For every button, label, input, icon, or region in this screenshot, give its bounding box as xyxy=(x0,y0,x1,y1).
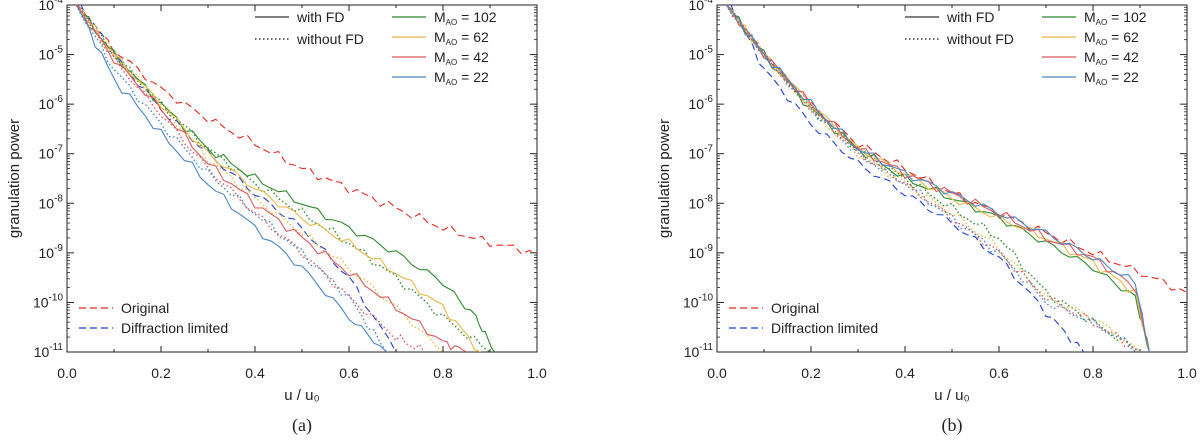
series-line-m-ao-42 xyxy=(725,5,1150,352)
panel-caption: (b) xyxy=(942,415,963,436)
y-tick-label: 10-10 xyxy=(33,292,63,310)
series-line-m-ao-102 xyxy=(75,5,496,352)
y-tick-label: 10-8 xyxy=(39,193,64,211)
y-tick-label: 10-8 xyxy=(689,193,714,211)
x-tick-label: 0.8 xyxy=(433,365,453,381)
legend-label-mao: MAO = 102 xyxy=(434,9,497,27)
y-tick-label: 10-10 xyxy=(683,292,713,310)
legend-label-diffraction: Diffraction limited xyxy=(121,320,228,336)
x-tick-label: 0.2 xyxy=(151,365,171,381)
x-axis-label: u / u₀ xyxy=(284,387,319,404)
series-line-original xyxy=(726,5,1187,293)
x-tick-label: 0.8 xyxy=(1083,365,1103,381)
x-tick-label: 0.0 xyxy=(707,365,727,381)
x-tick-label: 0.4 xyxy=(245,365,265,381)
y-tick-label: 10-7 xyxy=(689,144,714,162)
legend-label-mao: MAO = 42 xyxy=(434,49,489,67)
legend-label-without-fd: without FD xyxy=(296,31,364,47)
y-tick-label: 10-7 xyxy=(39,144,64,162)
y-tick-label: 10-5 xyxy=(689,45,714,63)
y-tick-label: 10-11 xyxy=(34,342,64,360)
series-line-m-ao-22-without-fd xyxy=(75,5,388,352)
series-line-m-ao-42 xyxy=(75,5,467,352)
series-line-m-ao-102-without-fd xyxy=(75,5,491,352)
series-line-diffraction-limited xyxy=(730,5,1085,352)
x-tick-label: 0.6 xyxy=(989,365,1009,381)
series-line-m-ao-22 xyxy=(75,5,387,352)
series-group xyxy=(725,5,1187,352)
legend-label-with-fd: with FD xyxy=(296,9,344,25)
legend-label-original: Original xyxy=(121,300,169,316)
y-tick-label: 10-4 xyxy=(39,0,64,13)
x-axis-label: u / u₀ xyxy=(934,387,969,404)
x-tick-label: 0.4 xyxy=(895,365,915,381)
series-group xyxy=(75,5,537,352)
legend-label-original: Original xyxy=(771,300,819,316)
y-tick-label: 10-4 xyxy=(689,0,714,13)
legend-label-with-fd: with FD xyxy=(946,9,994,25)
y-tick-label: 10-5 xyxy=(39,45,64,63)
legend-label-mao: MAO = 62 xyxy=(1084,29,1139,47)
series-line-m-ao-42-without-fd xyxy=(75,5,425,352)
series-line-diffraction-limited xyxy=(80,5,397,352)
y-tick-label: 10-9 xyxy=(689,243,714,261)
legend-label-mao: MAO = 22 xyxy=(434,69,489,87)
legend-label-mao: MAO = 62 xyxy=(434,29,489,47)
panel-caption: (a) xyxy=(292,415,312,436)
legend-label-diffraction: Diffraction limited xyxy=(771,320,878,336)
legend-label-mao: MAO = 22 xyxy=(1084,69,1139,87)
x-tick-label: 0.6 xyxy=(339,365,359,381)
legend-label-mao: MAO = 102 xyxy=(1084,9,1147,27)
series-line-m-ao-22 xyxy=(725,5,1150,352)
series-line-m-ao-62 xyxy=(75,5,481,352)
y-axis-label: granulation power xyxy=(656,119,673,238)
x-tick-label: 0.2 xyxy=(801,365,821,381)
y-tick-label: 10-6 xyxy=(689,94,714,112)
series-line-m-ao-42-without-fd xyxy=(725,5,1141,352)
series-line-m-ao-62 xyxy=(725,5,1150,352)
y-axis-label: granulation power xyxy=(6,119,23,238)
y-tick-label: 10-6 xyxy=(39,94,64,112)
chart-panel-a: 0.0 0.2 0.4 0.6 0.8 1.0 10-4 10-5 10-6 10-7 10-8 10… xyxy=(6,0,547,436)
chart-panel-b: 0.0 0.2 0.4 0.6 0.8 1.0 10-4 10-5 10-6 10-7 10-8 10… xyxy=(656,0,1197,436)
legend-label-mao: MAO = 42 xyxy=(1084,49,1139,67)
x-tick-label: 1.0 xyxy=(527,365,547,381)
x-tick-label: 0.0 xyxy=(57,365,77,381)
y-tick-label: 10-9 xyxy=(39,243,64,261)
legend-label-without-fd: without FD xyxy=(946,31,1014,47)
y-tick-label: 10-11 xyxy=(684,342,714,360)
x-tick-label: 1.0 xyxy=(1177,365,1197,381)
series-line-original xyxy=(76,5,537,255)
series-line-m-ao-22-without-fd xyxy=(725,5,1141,352)
